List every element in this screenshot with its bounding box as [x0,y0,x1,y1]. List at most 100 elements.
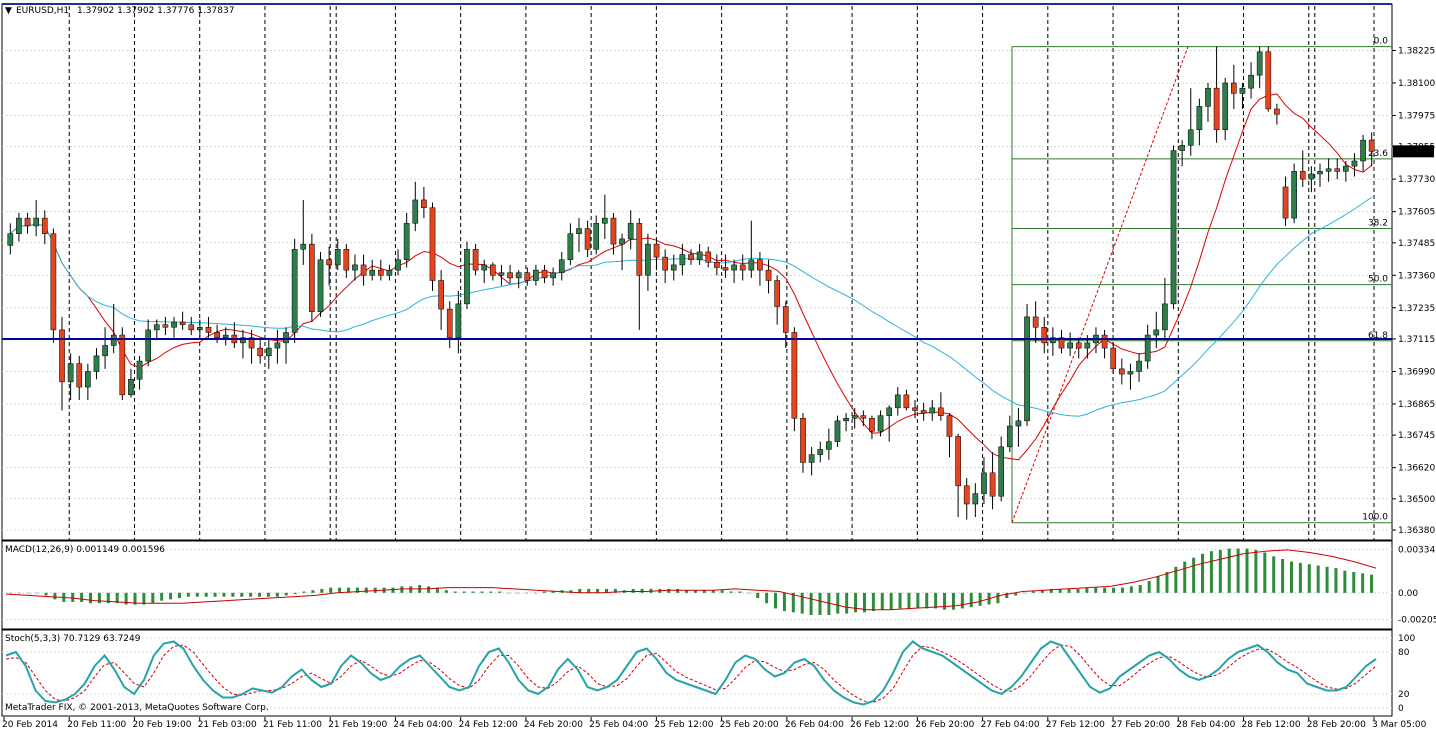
macd-bar [80,592,84,602]
macd-bar [1272,556,1276,593]
macd-bar [1014,592,1018,596]
fib-level-label: 23.6 [1368,149,1388,159]
candle-body [722,267,729,271]
time-tick-label: 24 Feb 04:00 [393,720,452,730]
macd-bar [169,592,173,600]
macd-bar [800,592,804,614]
candle-body [352,264,358,271]
price-tick-label: 1.36380 [1398,526,1435,536]
macd-bar [1138,585,1142,593]
fibonacci-retracement[interactable]: 0.0 23.6 38.2 50.0 61.8 100.0 [1011,37,1392,524]
candle-body [403,223,410,260]
candle-body [1136,360,1142,372]
macd-bar [177,592,181,599]
macd-bar [1343,570,1347,593]
candle-body [33,217,39,227]
candle-body [309,243,315,312]
macd-bar [471,591,475,593]
macd-bar [1370,574,1374,593]
macd-bar [960,592,964,609]
time-axis: 20 Feb 2014 20 Feb 11:00 20 Feb 19:00 21 Fe… [2,717,1427,730]
macd-tick-label: 0.00 [1398,589,1418,599]
candle-body [533,269,539,281]
candle-body [446,308,453,338]
time-tick-label: 26 Feb 12:00 [850,720,909,730]
macd-bar [329,587,333,593]
candle-body [826,441,832,450]
candle-body [791,332,798,419]
candle-body [317,259,324,312]
fib-level-label: 100.0 [1362,513,1388,523]
fib-level-label: 61.8 [1368,331,1388,341]
candle-body [1187,129,1194,146]
price-pane[interactable] [1,3,1393,541]
candle-body [1256,51,1263,76]
candle-body [1110,347,1117,370]
candle-body [265,347,272,357]
macd-bar [1032,591,1035,593]
candle-body [524,272,531,281]
candle-body [774,280,780,307]
time-tick-label: 28 Feb 20:00 [1307,720,1366,730]
macd-bar [1281,559,1285,593]
candle-body [860,415,867,419]
macd-histogram [8,548,1374,615]
candle-body [1015,420,1022,427]
candle-body [85,371,91,388]
candle-body [886,407,893,416]
macd-bar [115,592,119,604]
time-tick-label: 21 Feb 03:00 [198,720,257,730]
candle-body [912,407,918,411]
candle-body [1222,82,1229,131]
stoch-tick-label: 20 [1398,690,1410,700]
macd-bar [1316,565,1320,593]
candle-body [894,394,901,409]
candle-body [739,264,746,271]
candle-body [179,321,186,325]
time-tick-label: 20 Feb 19:00 [132,720,191,730]
candle-body [464,249,470,305]
macd-bar [204,592,208,597]
time-tick-label: 25 Feb 20:00 [720,720,779,730]
stoch-pane[interactable] [1,629,1393,717]
macd-bar [1129,586,1133,593]
candle-body [1334,168,1341,172]
candle-body [136,360,143,380]
candle-body [507,272,513,279]
symbol-menu-icon[interactable]: ▼ [5,6,12,16]
macd-bar [907,592,911,609]
macd-bar [720,590,724,593]
candlesticks [7,46,1375,520]
macd-bar [1094,587,1098,593]
candle-body [16,217,22,234]
time-tick-label: 20 Feb 2014 [2,720,58,730]
macd-bar [444,590,448,593]
candle-body [438,280,444,310]
macd-tick-label: 0.003347 [1398,545,1436,555]
macd-bar [1023,592,1027,594]
macd-bar [480,591,484,593]
macd-bar [435,587,439,593]
macd-bar [160,592,164,601]
macd-bar [1307,564,1311,593]
price-tick-label: 1.36500 [1398,495,1435,505]
candle-body [343,249,350,271]
macd-pane[interactable] [1,540,1393,630]
time-tick-label: 27 Feb 20:00 [1111,720,1170,730]
candle-body [1127,371,1134,375]
macd-bar [489,591,493,593]
time-tick-label: 25 Feb 04:00 [589,720,648,730]
macd-bar [747,592,751,594]
macd-bar [338,587,342,593]
candle-body [59,329,65,383]
candle-body [558,259,565,273]
macd-bar [1361,573,1365,593]
macd-bar [631,588,635,593]
macd-bar [498,591,502,593]
candle-body [748,259,755,271]
macd-bar [604,588,608,593]
time-tick-label: 20 Feb 11:00 [67,720,126,730]
candle-body [1196,106,1203,131]
macd-bar [97,592,101,604]
